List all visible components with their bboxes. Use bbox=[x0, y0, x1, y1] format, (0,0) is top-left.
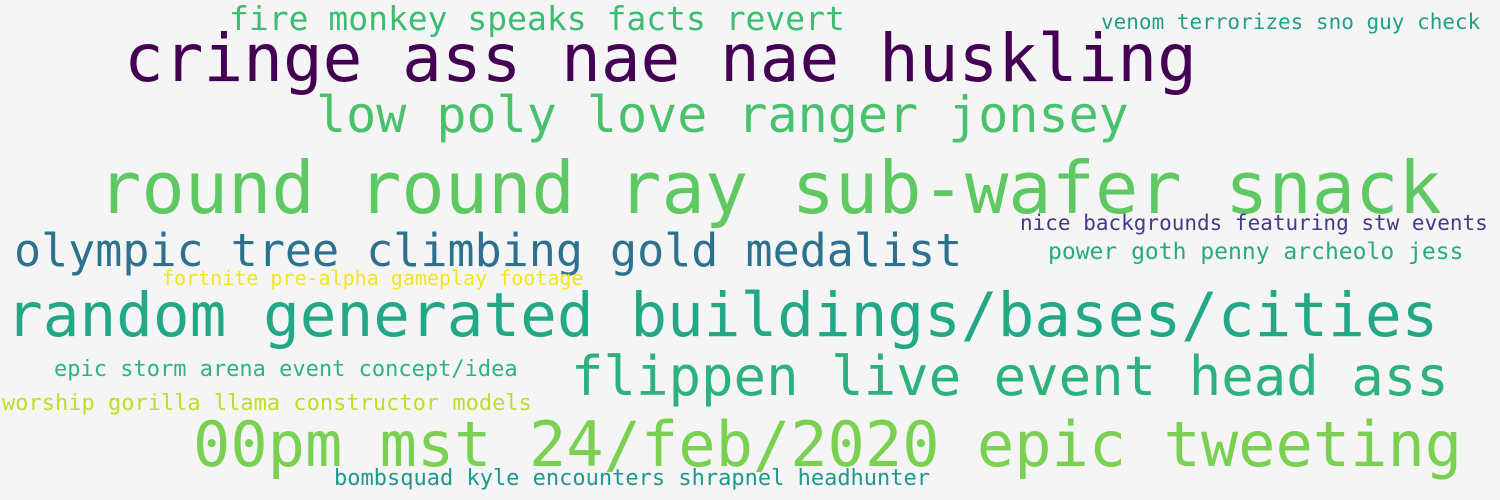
word-phrase: cringe ass nae nae huskling bbox=[124, 20, 1197, 97]
word-phrase: power goth penny archeolo jess bbox=[1048, 239, 1464, 265]
word-phrase: low poly love ranger jonsey bbox=[316, 86, 1129, 144]
word-phrase: round round ray sub-wafer snack bbox=[98, 146, 1442, 230]
word-phrase: fire monkey speaks facts revert bbox=[229, 0, 845, 38]
word-phrase: venom terrorizes sno guy check bbox=[1101, 10, 1481, 34]
word-phrase: nice backgrounds featuring stw events bbox=[1020, 211, 1488, 235]
word-phrase: flippen live event head ass bbox=[571, 345, 1449, 408]
word-phrase: fortnite pre-alpha gameplay footage bbox=[162, 266, 584, 290]
word-phrase: random generated buildings/bases/cities bbox=[6, 280, 1439, 351]
word-phrase: olympic tree climbing gold medalist bbox=[14, 224, 963, 277]
word-phrase: 00pm mst 24/feb/2020 epic tweeting bbox=[193, 408, 1463, 481]
word-phrase: worship gorilla llama constructor models bbox=[2, 391, 532, 416]
word-phrase: epic storm arena event concept/idea bbox=[54, 357, 518, 382]
word-phrase: bombsquad kyle encounters shrapnel headh… bbox=[334, 466, 931, 491]
